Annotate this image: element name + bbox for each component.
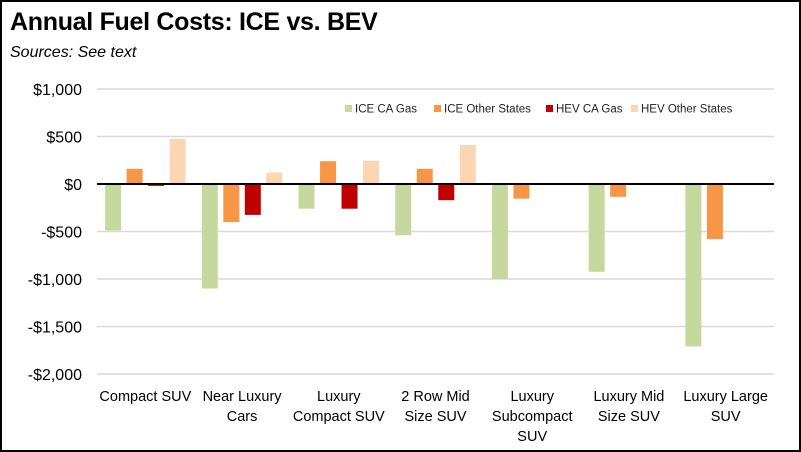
legend-label: ICE CA Gas [355,104,417,116]
legend-label: HEV CA Gas [556,104,623,116]
bar-ice-ca-gas [395,184,412,236]
y-tick-label: -$1,000 [28,272,82,289]
y-tick-label: $1,000 [33,82,82,99]
x-tick-label: Near Luxury [203,389,283,405]
bar-ice-other-states [610,184,627,197]
bar-hev-other-states [169,138,186,184]
y-tick-label: $0 [64,177,82,194]
x-tick-label: Size SUV [598,409,660,425]
y-tick-label: -$1,500 [28,320,82,337]
x-tick-label: SUV [711,409,741,425]
x-tick-label: Luxury [510,389,554,405]
bar-hev-ca-gas [438,184,455,201]
bar-ice-other-states [223,184,240,222]
x-tick-label: Luxury Large [683,389,768,405]
bar-ice-other-states [513,184,530,199]
x-tick-label: Compact SUV [99,389,191,405]
bar-hev-other-states [266,172,283,184]
x-tick-label: Compact SUV [293,409,385,425]
legend-swatch [345,105,352,112]
legend-swatch [631,105,638,112]
bar-hev-ca-gas [341,184,358,209]
bar-ice-ca-gas [588,184,605,272]
bar-hev-other-states [363,160,380,184]
legend-swatch [434,105,441,112]
x-tick-label: Size SUV [404,409,466,425]
bar-ice-ca-gas [298,184,315,209]
chart-title: Annual Fuel Costs: ICE vs. BEV [10,8,378,36]
legend-label: ICE Other States [444,104,531,116]
y-tick-label: -$2,000 [28,367,82,384]
bar-ice-other-states [706,184,723,240]
bar-hev-ca-gas [244,184,261,215]
x-tick-label: Subcompact [492,409,573,425]
bar-ice-other-states [416,168,433,184]
x-tick-label: Cars [227,409,258,425]
bar-ice-other-states [320,161,337,184]
bar-ice-ca-gas [685,184,702,347]
x-tick-label: 2 Row Mid [401,389,470,405]
y-tick-label: -$500 [41,225,82,242]
x-tick-label: SUV [517,429,547,445]
y-tick-label: $500 [46,130,82,147]
bar-ice-ca-gas [201,184,218,289]
x-tick-label: Luxury Mid [593,389,664,405]
legend-label: HEV Other States [641,104,733,116]
bar-hev-other-states [459,145,476,184]
bar-ice-ca-gas [491,184,508,279]
bar-ice-ca-gas [105,184,122,231]
chart-subtitle: Sources: See text [10,44,137,61]
bar-ice-other-states [126,168,143,184]
legend-swatch [546,105,553,112]
x-tick-label: Luxury [317,389,361,405]
